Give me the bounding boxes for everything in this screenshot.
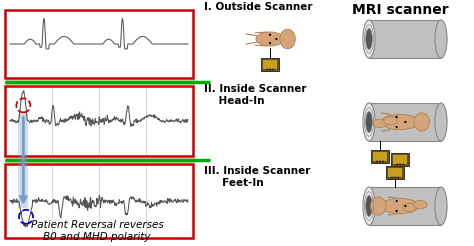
Bar bbox=[388, 167, 402, 176]
Ellipse shape bbox=[256, 32, 284, 46]
Bar bbox=[386, 166, 404, 179]
Circle shape bbox=[395, 116, 398, 118]
Ellipse shape bbox=[280, 29, 295, 49]
Ellipse shape bbox=[381, 114, 419, 130]
Circle shape bbox=[395, 200, 398, 202]
Circle shape bbox=[395, 210, 398, 212]
Bar bbox=[261, 58, 279, 71]
Bar bbox=[5, 164, 193, 238]
Circle shape bbox=[272, 68, 274, 71]
Ellipse shape bbox=[363, 20, 375, 58]
Text: II. Inside Scanner
    Head-In: II. Inside Scanner Head-In bbox=[204, 84, 307, 106]
Ellipse shape bbox=[435, 103, 447, 141]
Ellipse shape bbox=[414, 200, 427, 209]
Bar bbox=[391, 153, 409, 166]
Bar bbox=[369, 103, 441, 141]
Circle shape bbox=[269, 68, 271, 71]
Circle shape bbox=[376, 160, 378, 163]
Ellipse shape bbox=[365, 111, 373, 132]
Bar bbox=[5, 10, 193, 78]
Text: MRI scanner: MRI scanner bbox=[352, 3, 448, 17]
Bar bbox=[5, 86, 193, 156]
Circle shape bbox=[395, 126, 398, 128]
Ellipse shape bbox=[373, 119, 386, 128]
Ellipse shape bbox=[381, 198, 419, 214]
Circle shape bbox=[391, 176, 393, 179]
Circle shape bbox=[275, 38, 277, 40]
Ellipse shape bbox=[363, 187, 375, 225]
Circle shape bbox=[379, 160, 381, 163]
Circle shape bbox=[269, 34, 271, 36]
Ellipse shape bbox=[365, 196, 373, 216]
Bar bbox=[369, 187, 441, 225]
Bar bbox=[369, 20, 441, 58]
Ellipse shape bbox=[371, 197, 386, 215]
Ellipse shape bbox=[435, 20, 447, 58]
Bar bbox=[263, 59, 277, 68]
Bar bbox=[373, 151, 388, 160]
Text: Patient Reversal reverses
B0 and MHD polarity: Patient Reversal reverses B0 and MHD pol… bbox=[31, 220, 164, 242]
Circle shape bbox=[404, 205, 407, 207]
Circle shape bbox=[396, 164, 398, 166]
Ellipse shape bbox=[363, 103, 375, 141]
Circle shape bbox=[394, 176, 396, 179]
Circle shape bbox=[402, 164, 404, 166]
Ellipse shape bbox=[365, 29, 373, 49]
Circle shape bbox=[266, 68, 268, 71]
Text: III. Inside Scanner
     Feet-In: III. Inside Scanner Feet-In bbox=[204, 166, 310, 188]
Ellipse shape bbox=[403, 203, 416, 212]
Ellipse shape bbox=[435, 187, 447, 225]
Text: I. Outside Scanner: I. Outside Scanner bbox=[204, 2, 312, 12]
Ellipse shape bbox=[383, 116, 397, 125]
Circle shape bbox=[399, 164, 401, 166]
Bar bbox=[371, 150, 389, 163]
Circle shape bbox=[269, 42, 271, 44]
Circle shape bbox=[382, 160, 384, 163]
Ellipse shape bbox=[414, 113, 429, 131]
Circle shape bbox=[397, 176, 399, 179]
Circle shape bbox=[404, 121, 407, 123]
Bar bbox=[392, 154, 408, 164]
